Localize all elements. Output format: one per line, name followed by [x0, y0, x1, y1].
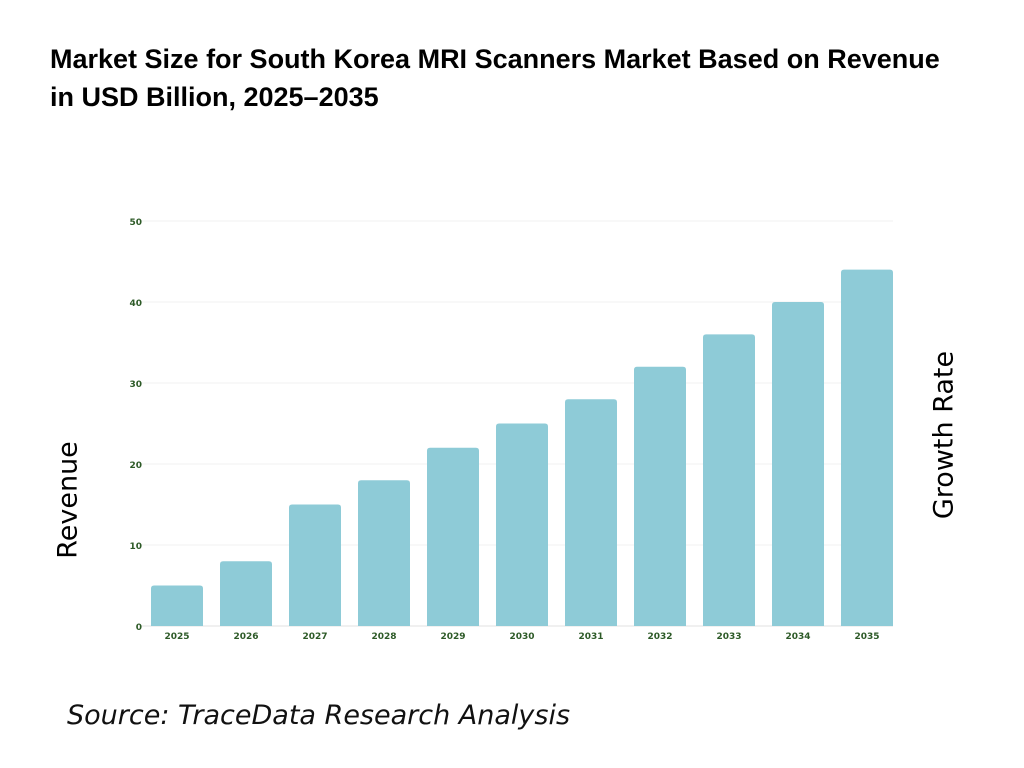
bar-2032	[634, 366, 686, 626]
y-tick-label: 10	[129, 542, 142, 552]
y-tick-label: 30	[129, 380, 142, 390]
y-tick-label: 50	[129, 218, 142, 228]
bar-2030	[496, 423, 548, 626]
x-tick-label: 2035	[854, 632, 879, 642]
source-note: Source: TraceData Research Analysis	[67, 700, 571, 731]
bar-2029	[427, 447, 479, 626]
bar-2031	[565, 399, 617, 626]
bar-2028	[358, 480, 410, 626]
x-tick-label: 2025	[164, 632, 189, 642]
x-tick-label: 2027	[302, 632, 327, 642]
y-tick-label: 20	[129, 461, 142, 471]
x-tick-label: 2029	[440, 632, 465, 642]
x-tick-label: 2034	[785, 632, 810, 642]
x-tick-label: 2026	[233, 632, 258, 642]
bar-2026	[220, 561, 272, 626]
chart-title: Market Size for South Korea MRI Scanners…	[50, 44, 940, 112]
bar-2033	[703, 334, 755, 626]
bar-2035	[841, 269, 893, 626]
bar-2025	[151, 585, 203, 626]
x-tick-label: 2030	[509, 632, 534, 642]
x-tick-label: 2032	[647, 632, 672, 642]
y-tick-label: 0	[136, 623, 142, 633]
x-tick-label: 2031	[578, 632, 603, 642]
x-tick-label: 2028	[371, 632, 396, 642]
bar-2034	[772, 302, 824, 626]
bar-2027	[289, 504, 341, 626]
y-tick-label: 40	[129, 299, 142, 309]
x-tick-label: 2033	[716, 632, 741, 642]
